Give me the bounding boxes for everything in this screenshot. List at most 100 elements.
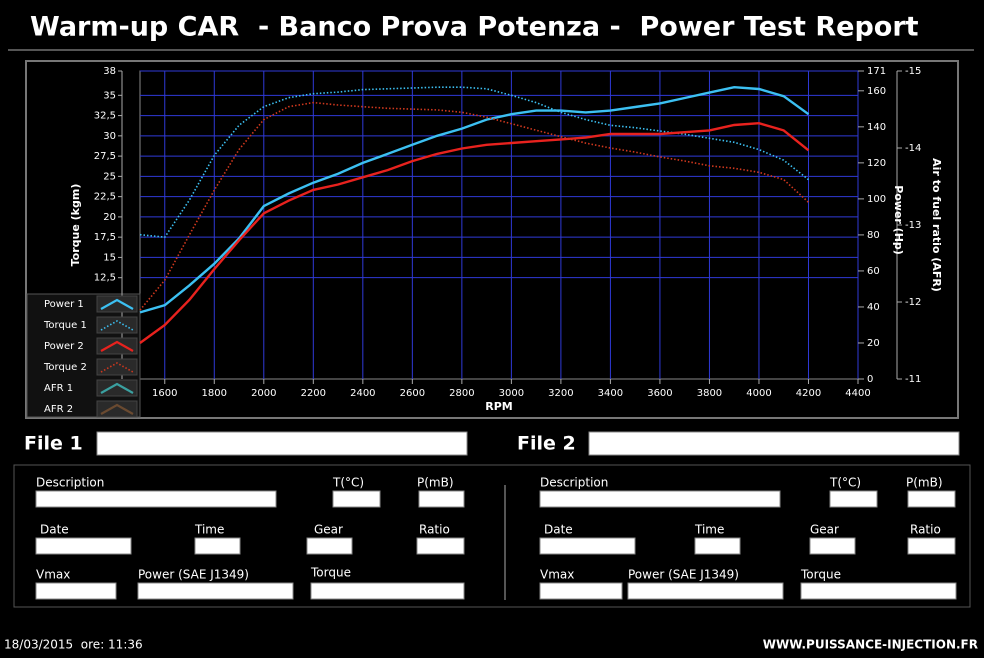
field-value: 5a	[814, 539, 828, 552]
field-label: Vmax	[540, 568, 574, 582]
file-label: File 1	[24, 433, 83, 455]
file-path-box	[96, 431, 468, 456]
series-line	[139, 85, 810, 314]
y2-tick-label: 60	[867, 266, 880, 277]
legend-swatch	[100, 320, 134, 331]
legend-swatch	[100, 382, 134, 394]
field-box	[35, 537, 132, 555]
x-tick-label: 2200	[301, 388, 326, 399]
field-box	[539, 490, 781, 508]
field-value: 18/03/2015	[544, 539, 607, 552]
field-label: P(mB)	[906, 476, 943, 490]
y-tick-label: 38	[103, 66, 116, 77]
x-tick-label: 2600	[400, 388, 425, 399]
y3-tick-label: -11	[905, 374, 921, 385]
field-box	[907, 537, 956, 555]
report-title: Warm-up CAR - Banco Prova Potenza - Powe…	[30, 12, 919, 43]
field-value: 13,70	[345, 492, 377, 505]
legend-swatch	[100, 298, 134, 310]
legend-label: Power 2	[44, 341, 84, 352]
legend-swatch-box	[96, 400, 138, 418]
y-tick-label: 20	[103, 212, 116, 223]
y-tick-label: 32,5	[94, 111, 116, 122]
field-box	[809, 537, 856, 555]
legend-label: Torque 1	[43, 320, 87, 331]
y-tick-label: 35	[103, 90, 116, 101]
y3-tick-label: -15	[905, 66, 921, 77]
field-box	[539, 582, 623, 600]
title-rule	[8, 49, 974, 51]
y-tick-label: 17,5	[94, 232, 116, 243]
legend-swatch-box	[96, 337, 138, 355]
field-box	[416, 537, 465, 555]
field-value: 24,11	[421, 539, 453, 552]
field-label: Description	[540, 476, 608, 490]
y3-axis-label: Air to fuel ratio (AFR)	[930, 158, 943, 292]
file-path: C:\Users\Public\Warm-up_CAR\dyno.tmp	[102, 436, 383, 452]
y3-tick-label: -14	[905, 143, 921, 154]
x-tick-label: 4200	[796, 388, 821, 399]
field-box	[418, 490, 465, 508]
field-label: P(mB)	[417, 476, 454, 490]
y2-tick-label: 160	[867, 86, 886, 97]
field-value: 1021	[432, 492, 460, 505]
y2-axis-label: Power (Hp)	[892, 185, 905, 255]
field-label: Power (SAE J1349)	[628, 568, 739, 582]
field-label: T(°C)	[332, 476, 364, 490]
field-value: 09:46	[699, 539, 731, 552]
field-label: Vmax	[36, 568, 70, 582]
field-box	[306, 537, 353, 555]
legend-label: AFR 1	[44, 383, 73, 394]
footer-datetime: 18/03/2015 ore: 11:36	[4, 638, 143, 652]
field-box	[310, 582, 465, 600]
field-value: 173,88 km/	[544, 584, 607, 597]
field-value: 162,2 CV @ 3948 RPM	[142, 584, 272, 597]
field-label: Gear	[810, 523, 839, 537]
field-label: Gear	[314, 523, 343, 537]
y-tick-label: 30	[103, 131, 116, 142]
field-value: 33,7 Kgm @ 2213 RPM	[805, 584, 938, 597]
y-axis-label: Torque (kgm)	[69, 184, 82, 267]
x-tick-label: 3400	[598, 388, 623, 399]
file-path: NISSAN QUASHQAI15mars18094728.dyn	[594, 436, 881, 452]
field-value: NISSAN QUASHQAI	[544, 494, 649, 505]
x-tick-label: 1800	[202, 388, 227, 399]
field-value: 18/03/2015	[40, 539, 103, 552]
field-label: Date	[40, 523, 69, 537]
x-tick-label: 3600	[647, 388, 672, 399]
field-box	[829, 490, 878, 508]
field-value: 13,70	[842, 492, 874, 505]
field-box	[35, 582, 117, 600]
field-value: 11:34	[199, 539, 231, 552]
y-tick-label: 15	[103, 252, 116, 263]
field-box	[35, 490, 277, 508]
y2-tick-label: 120	[867, 158, 886, 169]
y3-tick-label: -12	[905, 297, 921, 308]
field-box	[907, 490, 956, 508]
field-box	[694, 537, 741, 555]
y2-tick-label: 80	[867, 230, 880, 241]
field-box	[627, 582, 784, 600]
legend-swatch	[100, 340, 134, 352]
y2-tick-label: 100	[867, 194, 886, 205]
x-tick-label: 3800	[697, 388, 722, 399]
field-label: T(°C)	[829, 476, 861, 490]
field-label: Date	[544, 523, 573, 537]
y2-tick-label: 40	[867, 302, 880, 313]
y-tick-label: 12,5	[94, 273, 116, 284]
x-axis-label: RPM	[485, 400, 512, 413]
x-tick-label: 4400	[845, 388, 870, 399]
legend-swatch-box	[96, 295, 138, 313]
legend-label: Power 1	[44, 299, 84, 310]
x-tick-label: 4000	[746, 388, 771, 399]
series-line	[139, 121, 810, 344]
file-label: File 2	[517, 433, 576, 455]
legend-label: Torque 2	[43, 362, 87, 373]
field-box	[800, 582, 957, 600]
field-label: Torque	[310, 566, 351, 580]
field-box	[539, 537, 636, 555]
field-value: NISSAN QUASHQAI	[40, 494, 145, 505]
x-tick-label: 2000	[251, 388, 276, 399]
y2-tick-label: 20	[867, 338, 880, 349]
